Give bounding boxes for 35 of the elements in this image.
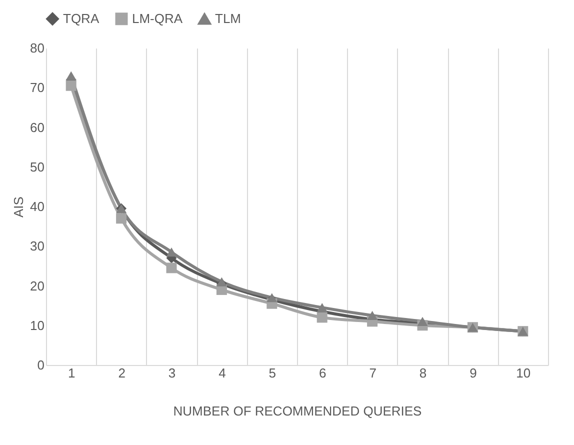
y-tick-label: 10: [30, 318, 44, 333]
x-tick-label: 10: [516, 366, 531, 380]
point: [116, 213, 127, 224]
point: [316, 303, 328, 312]
point: [266, 293, 278, 302]
legend-label: TLM: [215, 11, 241, 26]
point: [316, 312, 328, 323]
y-tick-label: 80: [30, 40, 44, 56]
point: [66, 80, 76, 91]
point: [166, 262, 177, 274]
x-tick-label: 1: [68, 366, 76, 380]
x-tick-label: 3: [168, 366, 176, 380]
x-tick-label: 5: [268, 366, 276, 380]
point: [216, 277, 227, 286]
y-tick-label: 70: [30, 80, 44, 96]
point: [367, 310, 378, 320]
y-tick-label: 40: [30, 199, 44, 214]
legend-label: TQRA: [63, 10, 100, 26]
point: [166, 248, 177, 257]
x-tick-label: 4: [218, 366, 226, 380]
y-axis-title: AIS: [11, 196, 26, 218]
x-tick-label: 9: [470, 366, 477, 380]
y-tick-label: 50: [30, 159, 44, 174]
point: [66, 71, 76, 80]
y-tick-label: 60: [30, 120, 44, 135]
x-tick-label: 8: [419, 366, 427, 380]
point: [417, 316, 428, 326]
x-axis-title: NUMBER OF RECOMMENDED QUERIES: [173, 404, 422, 418]
y-tick-label: 30: [30, 238, 44, 254]
y-tick-label: 20: [30, 278, 44, 294]
x-tick-label: 6: [318, 366, 326, 380]
legend-label: LM-QRA: [132, 10, 183, 26]
x-tick-label: 2: [118, 366, 126, 380]
x-tick-label: 7: [369, 366, 376, 380]
y-tick-label: 0: [37, 358, 44, 372]
